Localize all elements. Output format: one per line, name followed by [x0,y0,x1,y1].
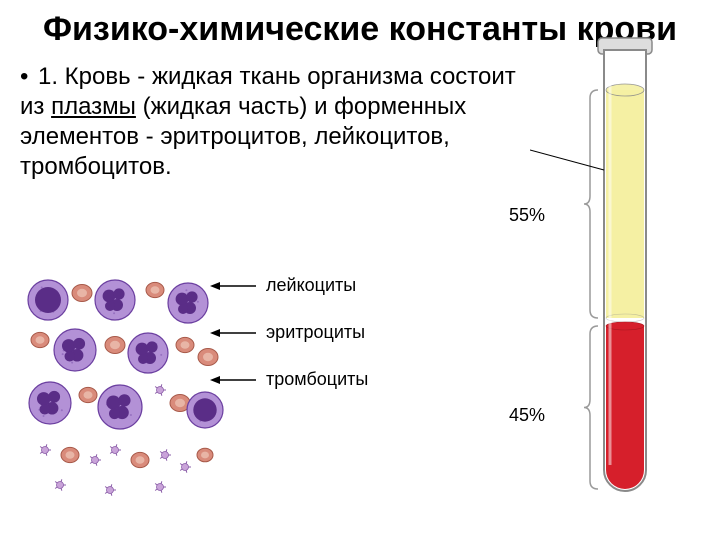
arrow-icon [210,372,258,388]
cells-illustration [20,275,225,505]
text-underlined: плазмы [51,93,136,120]
label-text-thrombocytes: тромбоциты [266,369,368,390]
cells-percent-label: 45% [509,405,545,426]
test-tube-diagram [530,30,690,520]
bullet: • [20,62,38,92]
label-thrombocytes: тромбоциты [210,369,368,390]
label-erythrocytes: эритроциты [210,322,368,343]
plasma-percent-label: 55% [509,205,545,226]
arrow-icon [210,325,258,341]
label-leukocytes: лейкоциты [210,275,368,296]
label-text-leukocytes: лейкоциты [266,275,356,296]
label-text-erythrocytes: эритроциты [266,322,365,343]
arrow-icon [210,278,258,294]
cell-labels-block: лейкоциты эритроциты тромбоциты [210,275,368,416]
main-paragraph: •1. Кровь - жидкая ткань организма состо… [20,54,520,182]
